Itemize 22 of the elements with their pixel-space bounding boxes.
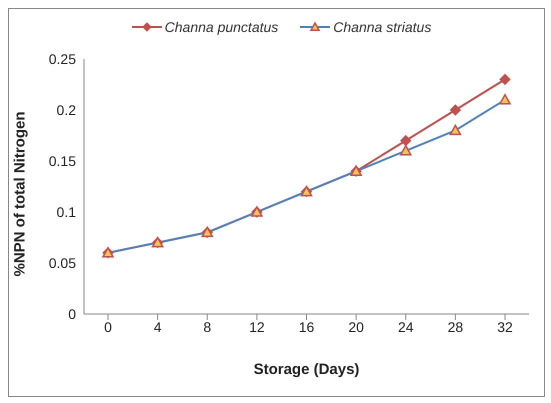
point [500, 74, 510, 85]
y-tick-label: 0.2 [56, 102, 76, 118]
y-tick-label: 0 [68, 306, 76, 322]
legend-label: Channa striatus [332, 19, 432, 35]
x-tick-label: 24 [398, 318, 414, 335]
x-axis-title: Storage (Days) [254, 361, 360, 378]
y-tick-label: 0.05 [48, 254, 76, 271]
x-tick-label: 8 [203, 318, 212, 335]
y-tick-label: 0.25 [48, 50, 76, 67]
x-tick-label: 20 [348, 318, 364, 335]
x-tick-label: 12 [249, 318, 265, 335]
x-tick-label: 4 [154, 318, 162, 335]
point [450, 104, 461, 116]
y-tick-label: 0.15 [48, 152, 76, 169]
point [400, 135, 412, 146]
legend-label: Channa punctatus [164, 19, 278, 35]
x-tick-label: 0 [104, 318, 112, 335]
y-axis-title: %NPN of total Nitrogen [11, 112, 28, 276]
y-tick-label: 0.1 [56, 204, 76, 220]
x-tick-label: 16 [298, 318, 314, 335]
x-tick-label: 28 [448, 318, 464, 335]
x-tick-label: 32 [497, 318, 513, 335]
